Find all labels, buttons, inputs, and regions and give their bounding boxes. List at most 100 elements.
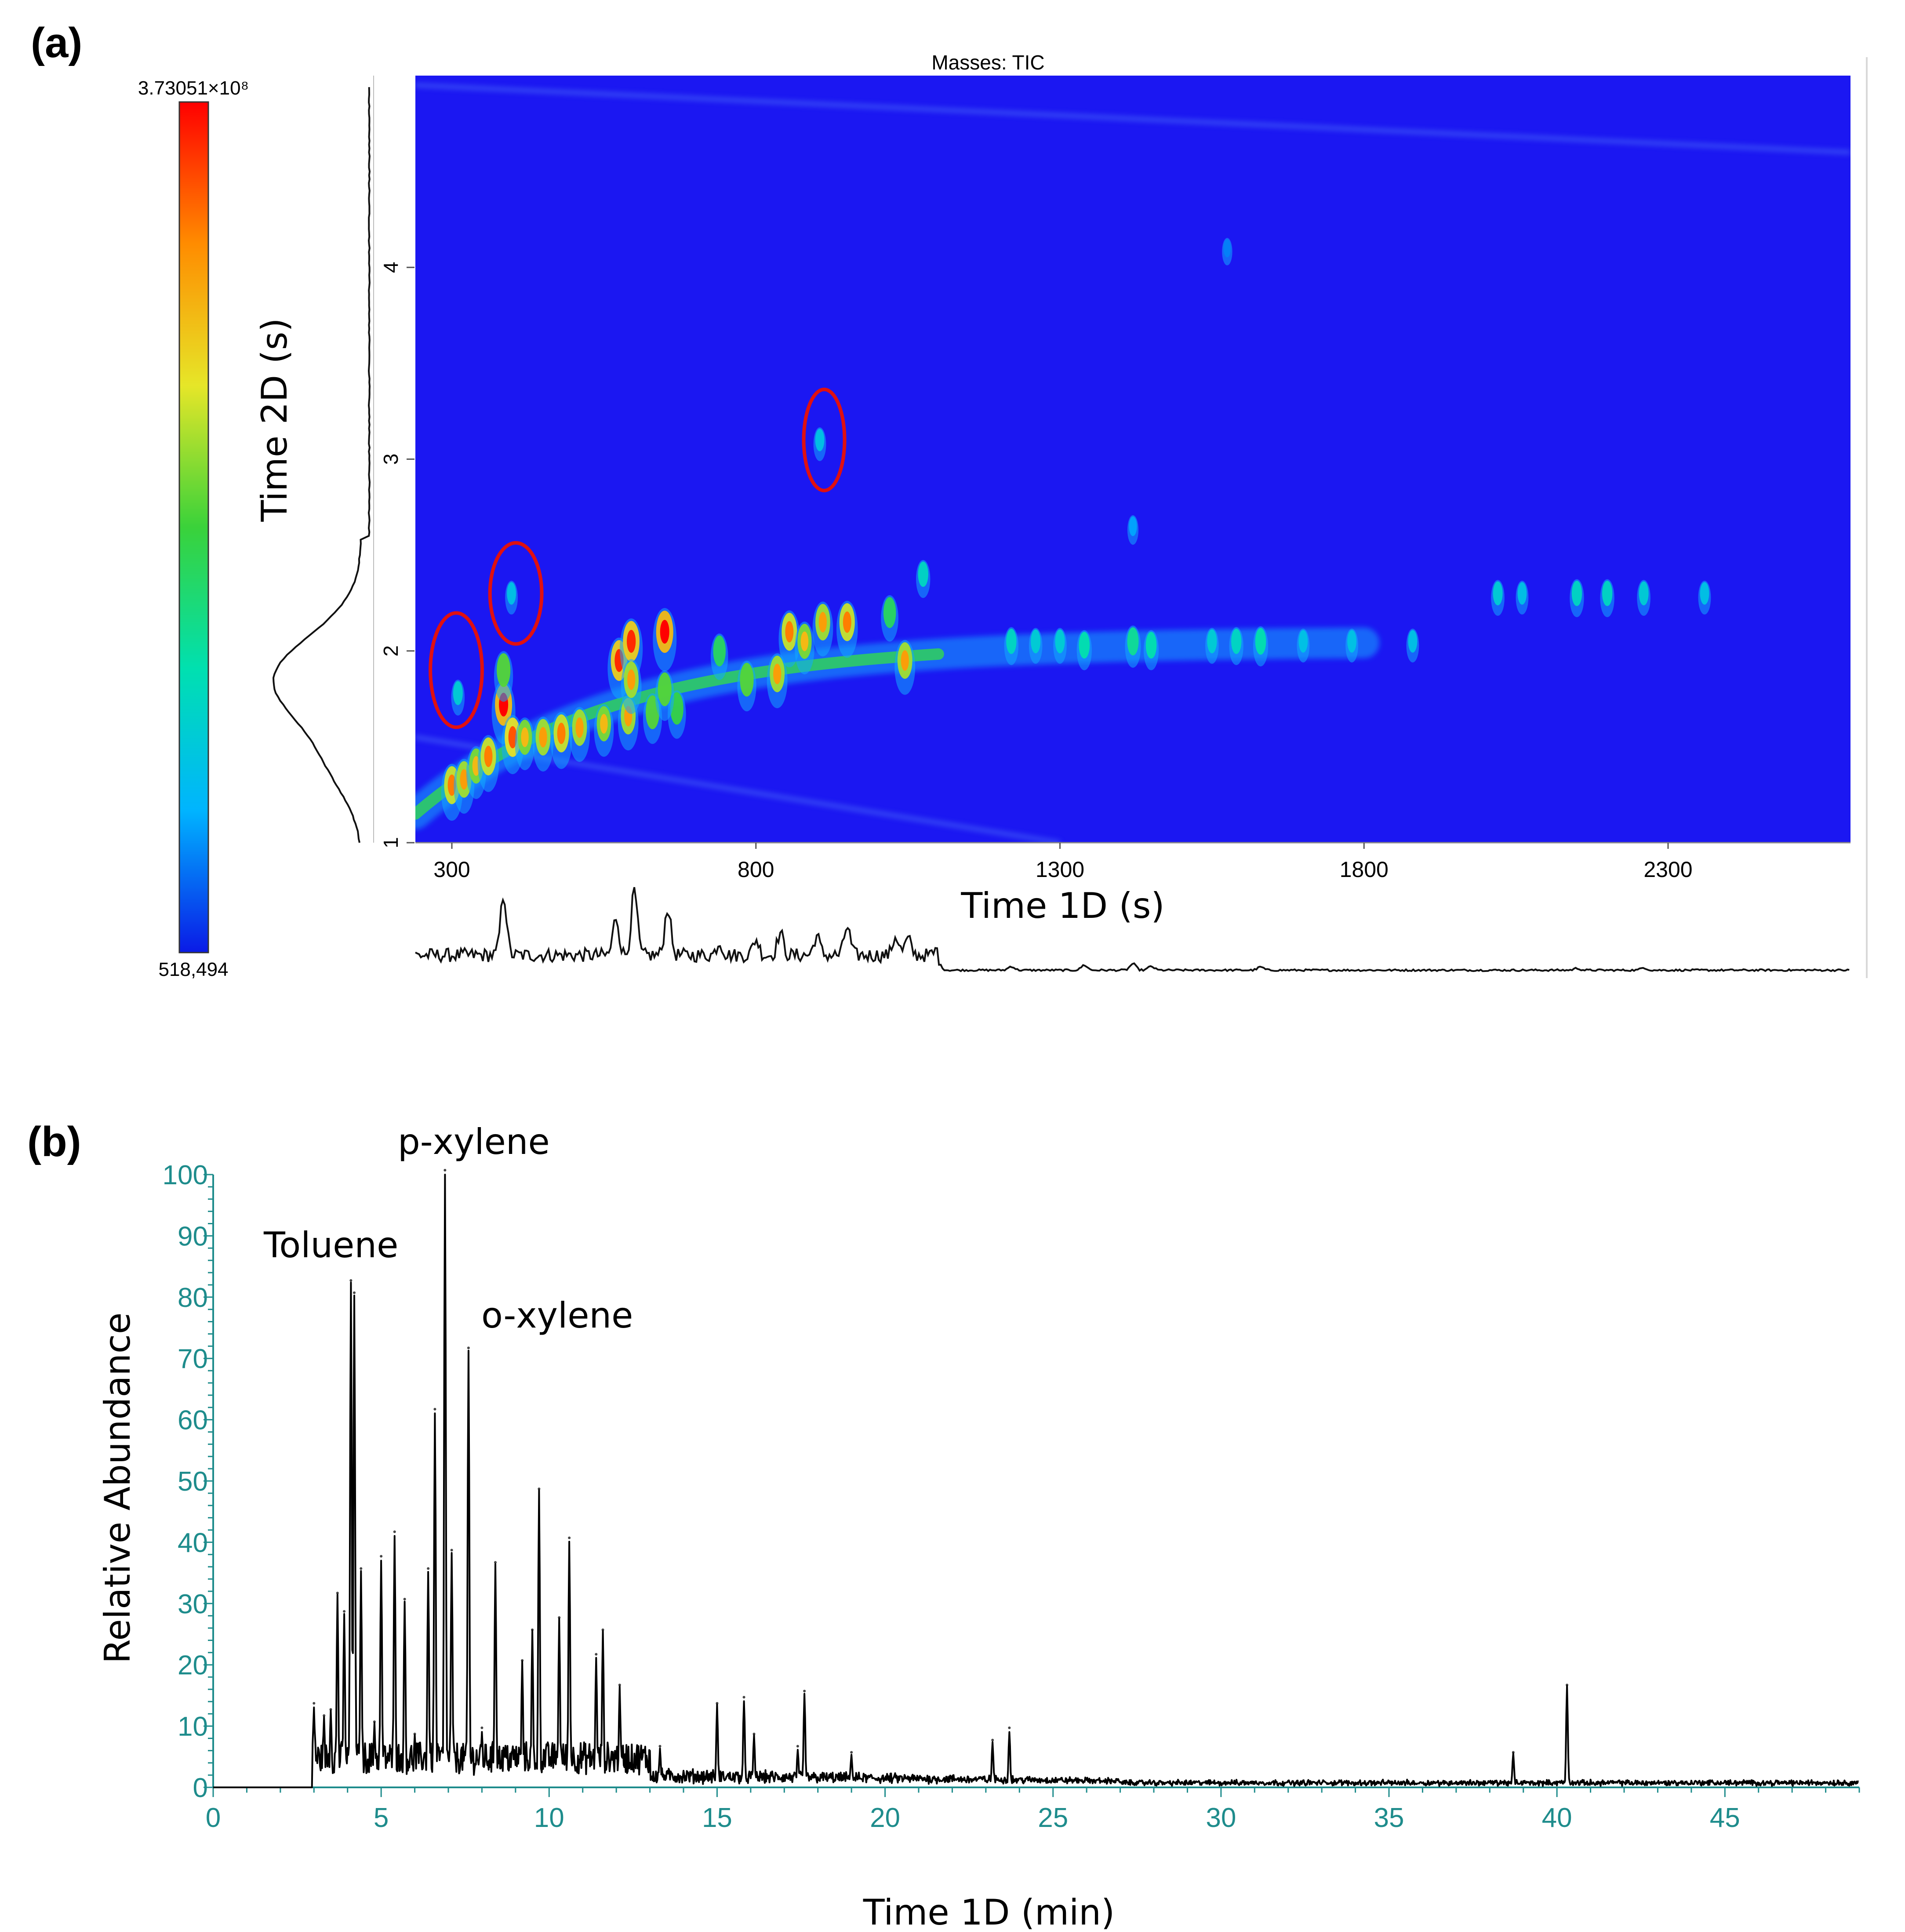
chromatogram-peak-marker [343, 1610, 346, 1613]
heatmap-y-tick-label: 4 [379, 262, 402, 273]
heatmap-y-tick-label: 2 [379, 645, 402, 657]
heatmap-x-label: Time 1D (s) [960, 885, 1164, 926]
heatmap-y-tick-label: 1 [379, 837, 402, 848]
chromatogram-y-tick-label: 100 [163, 1160, 208, 1190]
chromatogram-peak-marker [393, 1530, 396, 1533]
heatmap-peaks [441, 238, 1711, 821]
bottom-projection-trace [415, 887, 1850, 972]
heatmap-peak [1055, 629, 1065, 654]
heatmap-peak [918, 561, 928, 587]
chromatogram-peak-marker [323, 1714, 326, 1717]
heatmap-peak [453, 681, 463, 705]
heatmap-peak [1129, 516, 1137, 536]
chromatogram-x-tick-label: 30 [1206, 1803, 1236, 1833]
chromatogram-peak-marker [803, 1689, 806, 1692]
heatmap-peak [1255, 628, 1266, 655]
heatmap-peak [497, 653, 511, 687]
chromatogram-peak-marker [467, 1346, 470, 1350]
heatmap-peak [658, 672, 672, 706]
chromatogram-peak-marker [380, 1555, 383, 1558]
colorbar: 3.73051×10⁸ 518,494 [138, 77, 249, 980]
chromatogram-y-tick-label: 0 [193, 1773, 208, 1803]
chromatogram-x-tick-label: 10 [534, 1803, 564, 1833]
circled-region [429, 611, 484, 729]
heatmap-peak-core [575, 717, 584, 738]
heatmap-peak [1231, 629, 1242, 654]
chromatogram-x-tick-label: 5 [374, 1803, 389, 1833]
heatmap-peak [713, 635, 726, 666]
heatmap-peak [1517, 582, 1527, 605]
chromatogram-x-tick-label: 20 [870, 1803, 900, 1833]
heatmap-y-axis: 1 2 3 4 [373, 76, 414, 848]
chromatogram-peak-marker [595, 1653, 598, 1656]
chromatogram-x-tick-label: 0 [206, 1803, 221, 1833]
heatmap-peak [740, 662, 754, 697]
heatmap-peak-core [901, 650, 909, 671]
circled-region [488, 541, 544, 646]
heatmap-peak [1127, 627, 1139, 655]
heatmap-peak-core [843, 611, 851, 633]
colorbar-max-label: 3.73051×10⁸ [138, 77, 249, 99]
heatmap-peak-core [557, 723, 566, 744]
heatmap-y-label: Time 2D (s) [254, 318, 295, 522]
chromatogram-peak-marker [353, 1291, 356, 1294]
chromatogram-x-tick-label: 15 [702, 1803, 732, 1833]
heatmap-peak [1145, 632, 1157, 659]
chromatogram-x-tick-label: 25 [1038, 1803, 1068, 1833]
heatmap-circled-regions [429, 387, 847, 729]
chromatogram-peak-marker [618, 1683, 621, 1686]
chromatogram-peak-marker [658, 1745, 662, 1748]
heatmap-peak [883, 597, 896, 628]
chromatogram-x-tick-label: 45 [1710, 1803, 1740, 1833]
heatmap-peak-core [600, 714, 608, 734]
chromatogram-y-label: Relative Abundance [97, 1313, 138, 1664]
chromatogram-y-tick-label: 70 [178, 1344, 208, 1374]
panel-a: (a) 3.73051×10⁸ 518,494 Masses: TIC Time… [31, 19, 1868, 980]
chromatogram-peak-marker [850, 1751, 853, 1754]
heatmap-peak [1079, 632, 1090, 659]
chromatogram-y-tick-label: 90 [178, 1221, 208, 1252]
heatmap-peak [1571, 581, 1582, 606]
panel-b: (b) Relative Abundance Time 1D (min) 0 5 1… [27, 1118, 1860, 1932]
heatmap-x-tick-label: 1300 [1036, 857, 1084, 882]
chromatogram-y-tick-label: 20 [178, 1650, 208, 1681]
heatmap-peak [1408, 630, 1418, 653]
heatmap-peak [1639, 581, 1649, 606]
heatmap-x-tick-label: 2300 [1643, 857, 1692, 882]
heatmap-peak-core [785, 621, 794, 643]
chromatogram-peak-marker [336, 1591, 339, 1594]
heatmap-peak [507, 582, 516, 605]
heatmap-peak [1207, 629, 1217, 654]
colorbar-min-label: 518,494 [158, 959, 228, 980]
chromatogram-peak-marker [433, 1408, 436, 1411]
chromatogram-peak-marker [568, 1536, 571, 1539]
heatmap-peak [1700, 582, 1709, 605]
chromatogram-peak-marker [427, 1567, 430, 1570]
chromatogram-y-tick-label: 80 [178, 1283, 208, 1313]
chromatogram-y-tick-label: 60 [178, 1405, 208, 1436]
heatmap-peak-core [626, 629, 636, 653]
heatmap-peak [1493, 581, 1503, 606]
panel-b-label: (b) [27, 1118, 81, 1165]
peak-annotation-label: o-xylene [481, 1295, 633, 1336]
chromatogram-x-tick-label: 35 [1374, 1803, 1404, 1833]
chromatogram-peak-marker [796, 1745, 799, 1748]
chromatogram-x-label: Time 1D (min) [863, 1892, 1115, 1932]
chromatogram-peak-marker [494, 1561, 497, 1564]
chromatogram-peak-marker [450, 1549, 453, 1552]
heatmap-peak-core [460, 769, 468, 790]
chromatogram-y-tick-label: 40 [178, 1528, 208, 1558]
heatmap-peak-core [521, 727, 529, 747]
heatmap-peak-core [773, 663, 782, 684]
chromatogram-peak-marker [538, 1487, 541, 1490]
side-projection-trace [272, 87, 371, 843]
heatmap-x-tick-label: 800 [738, 857, 774, 882]
chromatogram-peak-marker [1008, 1726, 1011, 1729]
heatmap-peak-core [539, 727, 547, 748]
peak-annotation-label: p-xylene [398, 1121, 550, 1162]
chromatogram-peak-marker [742, 1696, 745, 1699]
chromatogram-axes: 0 5 10 15 20 25 30 35 40 45 0 10 20 30 40 50 60 70 80 90 100 [163, 1160, 1860, 1833]
heatmap-x-tick-label: 300 [433, 857, 470, 882]
heatmap-x-axis: 300 800 1300 1800 2300 [415, 842, 1850, 882]
